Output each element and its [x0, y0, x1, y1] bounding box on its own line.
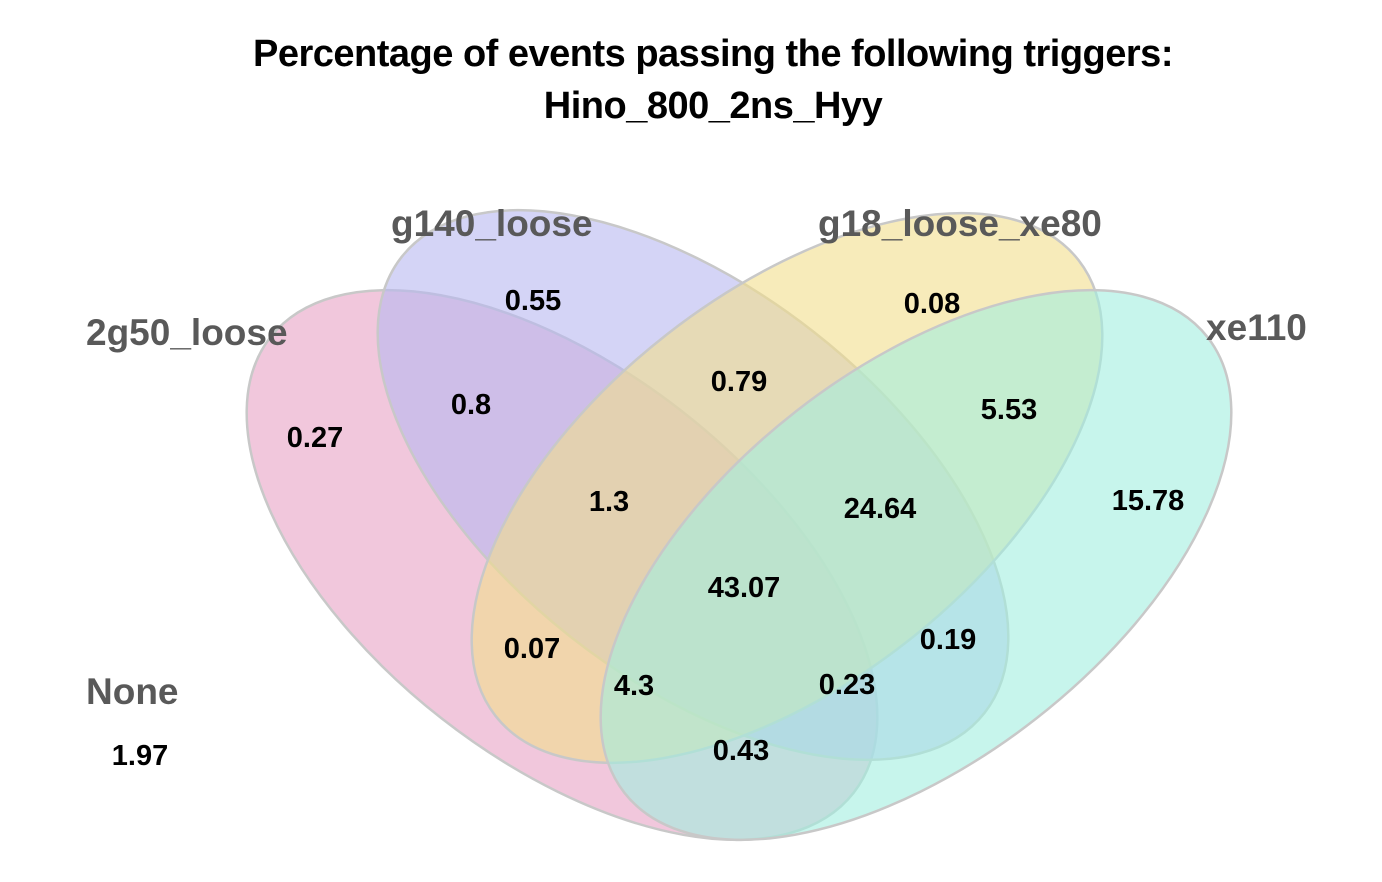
- region-value-a-c-d: 4.3: [614, 670, 654, 702]
- region-value-c-d: 5.53: [981, 394, 1037, 426]
- region-value-a-b-c: 1.3: [589, 486, 629, 518]
- set-label-xe110: xe110: [1206, 307, 1307, 348]
- region-value-a-b: 0.8: [451, 389, 491, 421]
- region-value-b-c-d: 24.64: [844, 493, 917, 525]
- none-label: None: [86, 671, 179, 712]
- region-value-c: 0.08: [904, 288, 960, 320]
- chart-title-line-2: Hino_800_2ns_Hyy: [543, 85, 883, 127]
- chart-title-line-1: Percentage of events passing the followi…: [253, 33, 1173, 75]
- set-label-g18-loose-xe80: g18_loose_xe80: [818, 203, 1102, 244]
- venn-sets: [245, 208, 1233, 842]
- none-value: 1.97: [112, 740, 168, 772]
- set-label-2g50-loose: 2g50_loose: [86, 312, 288, 353]
- region-value-a-b-d: 0.23: [819, 669, 875, 701]
- set-label-g140-loose: g140_loose: [391, 203, 593, 244]
- chart-title: Percentage of events passing the followi…: [0, 28, 1382, 132]
- region-value-a-b-c-d: 43.07: [708, 572, 781, 604]
- region-labels: 0.27 0.55 0.08 15.78 0.8 0.79 5.53 0.07 0.19 0.43…: [287, 285, 1185, 767]
- region-value-d: 15.78: [1112, 485, 1185, 517]
- region-value-a: 0.27: [287, 422, 343, 454]
- region-value-a-c: 0.07: [504, 633, 560, 665]
- region-value-b-d: 0.19: [920, 624, 976, 656]
- region-value-a-d: 0.43: [713, 735, 769, 767]
- set-ellipse-xe110: [599, 288, 1233, 842]
- region-value-b: 0.55: [505, 285, 561, 317]
- region-value-b-c: 0.79: [711, 366, 767, 398]
